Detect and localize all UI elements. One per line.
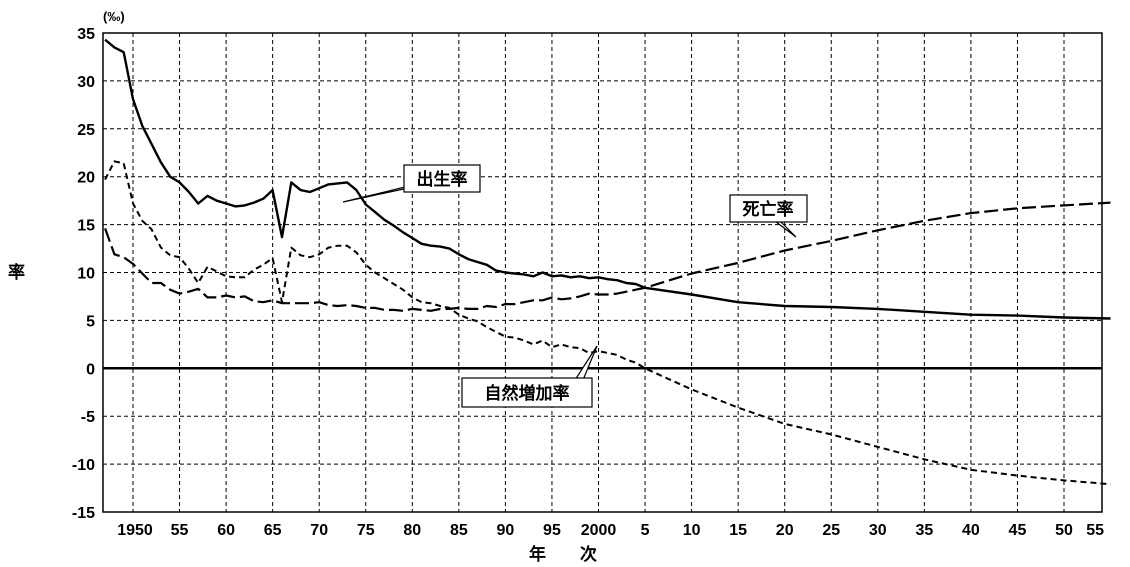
callout-box [461, 377, 593, 408]
y-axis-label: 率 [8, 262, 25, 283]
series-label-death-rate: 死亡率 [743, 199, 794, 220]
callout-death-rate: 死亡率 [729, 194, 808, 238]
y-tick-label: -5 [81, 409, 95, 426]
x-tick-label: 15 [729, 522, 747, 539]
y-tick-label: 15 [77, 218, 95, 235]
unit-label: (‰) [103, 9, 125, 24]
x-tick-label: 90 [497, 522, 515, 539]
x-tick-label: 35 [915, 522, 933, 539]
x-tick-label: 95 [543, 522, 561, 539]
x-tick-label: 10 [683, 522, 701, 539]
y-tick-label: -10 [72, 457, 95, 474]
x-tick-label: 60 [217, 522, 235, 539]
callout-box [729, 194, 808, 223]
y-tick-label: 20 [77, 170, 95, 187]
x-tick-label: 70 [310, 522, 328, 539]
x-tick-label: 55 [1086, 522, 1104, 539]
death-rate-line [104, 201, 1111, 312]
x-tick-label: 1950 [117, 522, 153, 539]
y-tick-label: 5 [86, 313, 95, 330]
x-tick-label: 65 [264, 522, 282, 539]
y-tick-label: 10 [77, 266, 95, 283]
x-tick-label: 45 [1009, 522, 1027, 539]
x-tick-label: 80 [403, 522, 421, 539]
callout-box [403, 164, 481, 193]
callout-natural-increase-rate: 自然増加率 [461, 345, 598, 408]
y-tick-label: 25 [77, 122, 95, 139]
x-tick-label: 55 [171, 522, 189, 539]
x-tick-label: 20 [776, 522, 794, 539]
y-tick-labels: 35 30 25 20 15 10 5 0 -5 -10 -15 [72, 26, 95, 522]
x-axis-label: 年 次 [529, 544, 597, 565]
natural-increase-rate-line [104, 160, 1111, 486]
x-tick-label: 2000 [581, 522, 617, 539]
y-tick-label: 0 [86, 361, 95, 378]
x-tick-label: 30 [869, 522, 887, 539]
series-label-birth-rate: 出生率 [417, 169, 468, 190]
plot-frame [102, 32, 1103, 513]
y-tick-label: 30 [77, 74, 95, 91]
grid-lines [103, 33, 1102, 512]
x-tick-label: 50 [1055, 522, 1073, 539]
callout-birth-rate: 出生率 [342, 164, 481, 203]
x-tick-label: 40 [962, 522, 980, 539]
x-tick-label: 25 [822, 522, 840, 539]
x-tick-label: 75 [357, 522, 375, 539]
y-tick-label: -15 [72, 505, 95, 522]
x-tick-label: 85 [450, 522, 468, 539]
x-tick-labels: 1950 55 60 65 70 75 80 85 90 95 2000 5 10 15 20 25 30 35 4… [117, 522, 1104, 539]
series-lines [104, 38, 1111, 486]
x-tick-label: 5 [641, 522, 650, 539]
y-tick-label: 35 [77, 26, 95, 43]
series-label-natural-increase-rate: 自然増加率 [485, 383, 570, 404]
birth-rate-line [104, 38, 1111, 320]
